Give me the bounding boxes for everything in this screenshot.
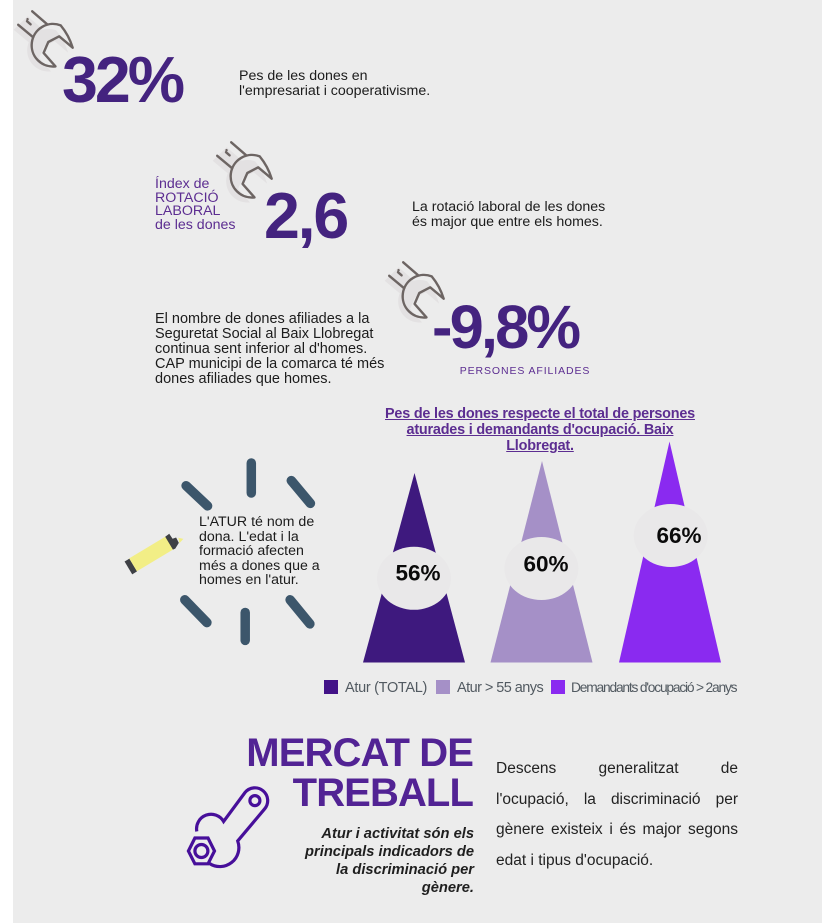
svg-text:66%: 66% (656, 523, 701, 548)
svg-text:56%: 56% (395, 561, 440, 586)
svg-text:60%: 60% (523, 552, 568, 577)
